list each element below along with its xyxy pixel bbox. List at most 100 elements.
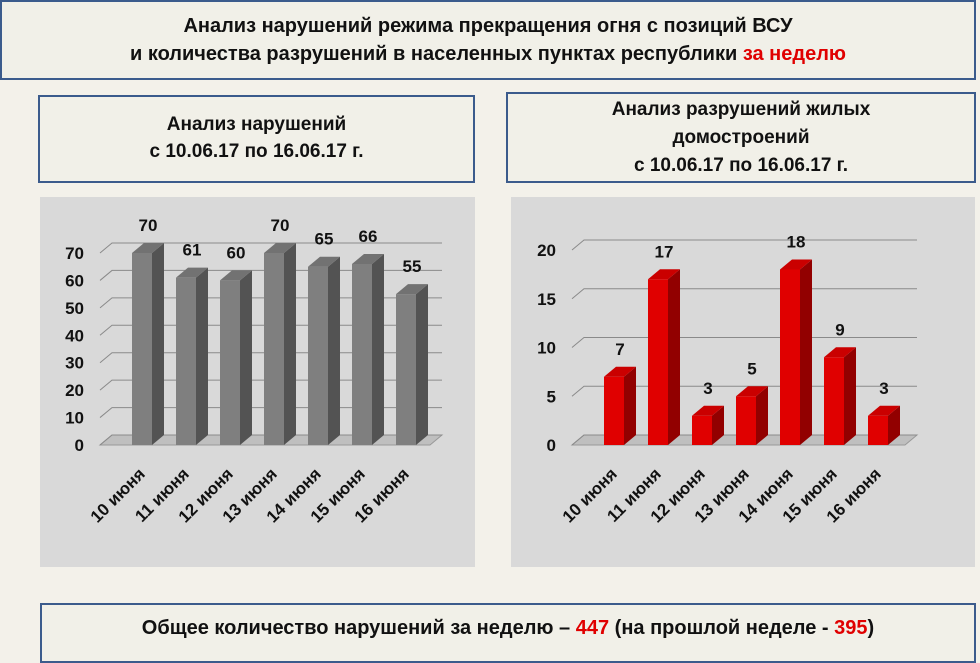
- x-tick-label: 11 июня: [603, 464, 664, 525]
- x-tick-label: 11 июня: [131, 464, 192, 525]
- value-label: 65: [315, 230, 334, 249]
- chart-bg: [511, 197, 975, 567]
- header-line: и количества разрушений в населенных пун…: [2, 40, 974, 68]
- bar-side: [668, 269, 680, 445]
- summary-text: (на прошлой неделе -: [614, 617, 829, 639]
- bar: [868, 405, 900, 445]
- panel-title-line: домостроений: [672, 127, 810, 148]
- bar-side: [712, 405, 724, 445]
- x-tick-label: 10 июня: [87, 464, 149, 526]
- header-highlight: за неделю: [742, 43, 846, 65]
- bar-side: [416, 284, 428, 445]
- x-tick-label: 15 июня: [779, 464, 841, 526]
- bar: [648, 269, 680, 445]
- bar: [736, 386, 768, 445]
- bar-top: [264, 243, 296, 253]
- value-label: 9: [835, 320, 844, 339]
- bar-top: [308, 256, 340, 267]
- bar-front: [220, 280, 240, 445]
- x-tick-label: 12 июня: [647, 464, 709, 526]
- bar-front: [396, 294, 416, 445]
- bar-front: [780, 269, 800, 445]
- bar-side: [196, 267, 208, 445]
- panel-title-line: с 10.06.17 по 16.06.17 г.: [634, 155, 848, 176]
- bar-side: [240, 270, 252, 445]
- y-tick-label: 0: [547, 436, 556, 455]
- x-tick-label: 16 июня: [823, 464, 885, 526]
- bar-side: [328, 256, 340, 445]
- bar-top: [396, 284, 428, 295]
- value-label: 61: [183, 241, 202, 260]
- bar-side: [888, 405, 900, 445]
- summary-value: 447: [575, 617, 610, 639]
- chart-bg: [40, 197, 475, 567]
- summary-text: ): [867, 617, 875, 639]
- grid-line: [99, 407, 442, 418]
- bar-front: [736, 396, 756, 445]
- bar: [396, 284, 428, 445]
- bar-front: [352, 263, 372, 445]
- y-tick-label: 5: [547, 387, 556, 406]
- grid-line: [99, 379, 442, 391]
- y-tick-label: 20: [65, 381, 84, 400]
- bar: [780, 259, 812, 445]
- grid-line: [571, 337, 917, 348]
- value-label: 60: [227, 243, 246, 262]
- bar-top: [736, 386, 768, 397]
- value-label: 17: [655, 242, 674, 261]
- floor: [570, 434, 919, 446]
- value-label: 3: [879, 379, 888, 398]
- y-tick-label: 10: [537, 339, 556, 358]
- bar-top: [868, 405, 900, 416]
- grid-line: [99, 242, 442, 254]
- x-tick-label: 13 июня: [219, 464, 281, 526]
- y-tick-label: 10: [65, 409, 84, 428]
- grid-line: [99, 269, 442, 281]
- grid-line: [99, 297, 442, 309]
- bar-top: [220, 270, 252, 281]
- floor: [98, 434, 444, 446]
- x-tick-label: 14 июня: [263, 464, 325, 526]
- bar: [692, 405, 724, 445]
- grid-line: [571, 288, 917, 300]
- panel-title-line: с 10.06.17 по 16.06.17 г.: [149, 141, 364, 162]
- header-line: Анализ нарушений режима прекращения огня…: [183, 15, 793, 37]
- y-tick-label: 0: [75, 436, 84, 455]
- grid-line: [571, 434, 917, 446]
- bar-side: [152, 243, 164, 445]
- bar-front: [264, 253, 284, 445]
- y-tick-label: 30: [65, 354, 84, 373]
- bar-side: [844, 347, 856, 445]
- panel-title-line: Анализ нарушений: [166, 114, 347, 135]
- header: Анализ нарушений режима прекращения огня…: [0, 0, 976, 80]
- panel-title: Анализ разрушений жилых домостроений с 10.…: [506, 92, 976, 183]
- bar: [604, 366, 636, 445]
- value-label: 18: [787, 233, 806, 252]
- y-tick-label: 70: [65, 244, 84, 263]
- bar: [132, 243, 164, 445]
- grid-line: [571, 239, 917, 251]
- y-tick-label: 40: [65, 326, 84, 345]
- y-tick-label: 50: [65, 299, 84, 318]
- x-tick-label: 10 июня: [559, 464, 621, 526]
- bar: [176, 267, 208, 445]
- grid-line: [99, 434, 442, 446]
- bar-front: [824, 357, 844, 445]
- value-label: 66: [359, 227, 378, 246]
- bar-top: [132, 243, 164, 253]
- bar-front: [308, 266, 328, 445]
- bar-side: [624, 366, 636, 445]
- value-label: 70: [271, 216, 290, 235]
- bar-top: [780, 259, 812, 270]
- bar-front: [604, 376, 624, 445]
- bar-front: [868, 415, 888, 445]
- grid-line: [99, 352, 442, 364]
- panel-title: Анализ нарушений с 10.06.17 по 16.06.17 г…: [38, 95, 475, 183]
- value-label: 55: [403, 257, 422, 276]
- bar: [824, 347, 856, 445]
- y-tick-label: 60: [65, 271, 84, 290]
- bar-front: [648, 279, 668, 445]
- bar: [308, 256, 340, 445]
- x-tick-label: 12 июня: [175, 464, 237, 526]
- value-label: 70: [139, 216, 158, 235]
